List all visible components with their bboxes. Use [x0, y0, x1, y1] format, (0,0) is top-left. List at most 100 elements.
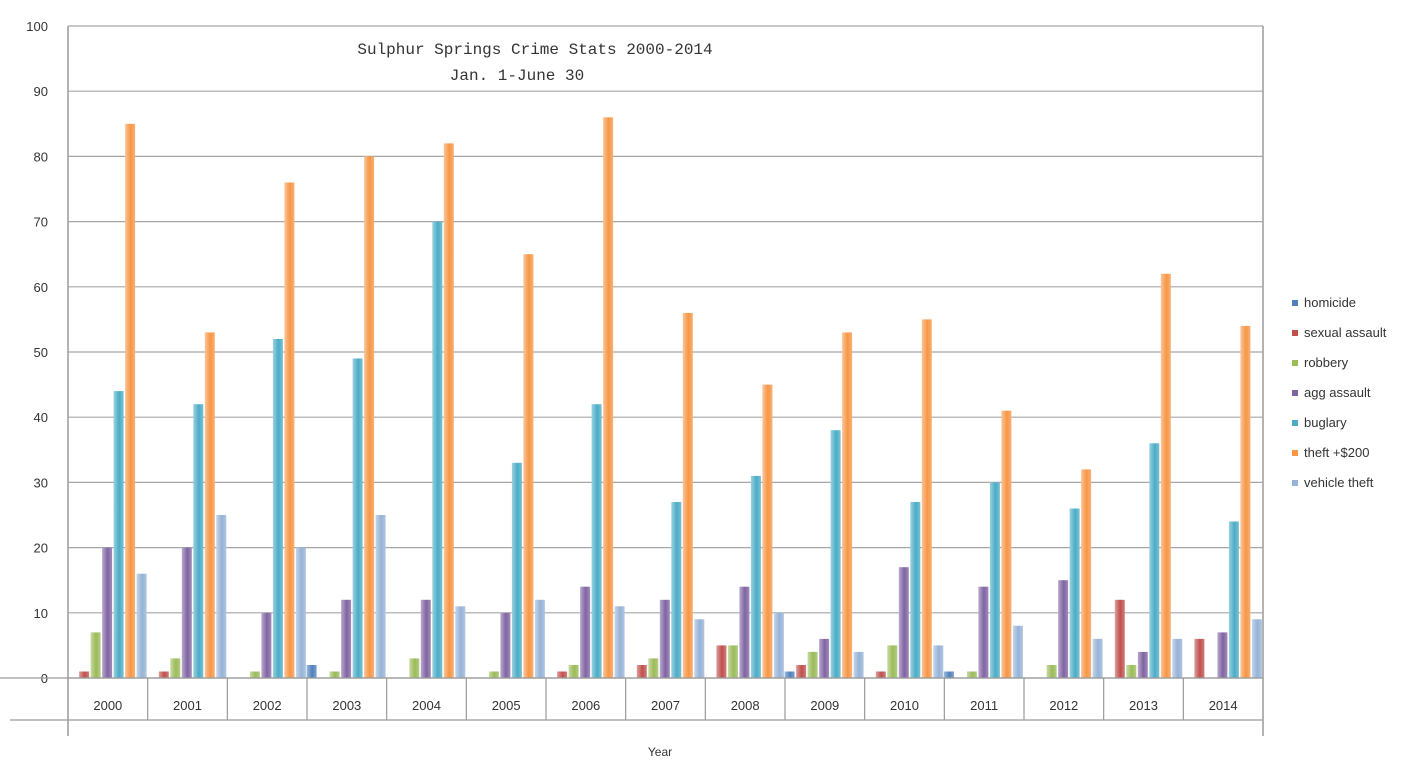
x-axis-title: Year: [648, 745, 672, 759]
bar-buglary-2014: [1228, 521, 1239, 678]
bar-buglary-2007: [671, 502, 682, 678]
y-tick-label: 70: [34, 215, 48, 230]
bar-agg-assault-2006: [580, 586, 591, 678]
y-tick-label: 40: [34, 410, 48, 425]
x-tick-label-2002: 2002: [253, 698, 282, 713]
bar-vehicle-theft-2010: [933, 645, 944, 678]
bar-theft-200-2000: [125, 123, 136, 679]
bar-theft-200-2013: [1160, 273, 1171, 678]
bar-agg-assault-2003: [341, 599, 352, 678]
y-tick-label: 30: [34, 475, 48, 490]
y-tick-label: 100: [26, 19, 48, 34]
bar-robbery-2004: [409, 658, 420, 678]
bar-robbery-2013: [1126, 665, 1137, 678]
bar-buglary-2009: [830, 430, 841, 678]
bar-robbery-2011: [966, 671, 977, 678]
legend-swatch-homicide: [1292, 300, 1298, 306]
x-tick-label-2003: 2003: [332, 698, 361, 713]
bar-buglary-2003: [352, 358, 363, 678]
x-tick-label-2008: 2008: [731, 698, 760, 713]
bar-vehicle-theft-2005: [534, 599, 545, 678]
bar-theft-200-2006: [603, 117, 614, 679]
bar-theft-200-2004: [443, 143, 454, 678]
bar-robbery-2007: [648, 658, 659, 678]
bar-vehicle-theft-2014: [1251, 619, 1262, 678]
legend-swatch-agg-assault: [1292, 390, 1298, 396]
bar-vehicle-theft-2003: [375, 515, 386, 678]
bar-robbery-2005: [488, 671, 499, 678]
x-tick-label-2009: 2009: [810, 698, 839, 713]
bar-sexual-assault-2000: [79, 671, 90, 678]
bar-agg-assault-2010: [898, 567, 909, 678]
bar-theft-200-2001: [204, 332, 215, 678]
bar-buglary-2011: [989, 482, 1000, 678]
bar-robbery-2003: [329, 671, 340, 678]
bar-vehicle-theft-2007: [694, 619, 705, 678]
bar-sexual-assault-2006: [557, 671, 568, 678]
bar-sexual-assault-2008: [716, 645, 727, 678]
bar-vehicle-theft-2009: [853, 651, 864, 678]
x-tick-label-2013: 2013: [1129, 698, 1158, 713]
legend-swatch-buglary: [1292, 420, 1298, 426]
bar-agg-assault-2000: [102, 547, 113, 678]
bar-buglary-2013: [1149, 443, 1160, 678]
bar-theft-200-2007: [682, 312, 693, 678]
bar-vehicle-theft-2008: [773, 612, 784, 678]
x-tick-label-2007: 2007: [651, 698, 680, 713]
bar-buglary-2012: [1069, 508, 1080, 678]
bar-homicide-2009: [784, 671, 795, 678]
category-axis: 2000 2001 2002 2003 2004 2005 2006 2007 2008 2009…: [0, 677, 1263, 721]
bar-robbery-2006: [568, 665, 579, 678]
bar-vehicle-theft-2000: [136, 573, 147, 678]
legend-label-sexual-assault: sexual assault: [1304, 325, 1387, 340]
bar-sexual-assault-2010: [875, 671, 886, 678]
x-tick-label-2010: 2010: [890, 698, 919, 713]
bar-agg-assault-2005: [500, 612, 511, 678]
bar-theft-200-2012: [1081, 469, 1092, 678]
bar-robbery-2000: [90, 632, 101, 678]
bar-vehicle-theft-2006: [614, 606, 625, 678]
bar-robbery-2001: [170, 658, 181, 678]
legend-label-agg-assault: agg assault: [1304, 385, 1371, 400]
bar-agg-assault-2004: [420, 599, 431, 678]
bar-sexual-assault-2007: [636, 665, 647, 678]
x-tick-label-2001: 2001: [173, 698, 202, 713]
chart-title: Sulphur Springs Crime Stats 2000-2014: [357, 41, 712, 59]
bar-theft-200-2005: [523, 254, 534, 678]
y-tick-label: 60: [34, 280, 48, 295]
legend-label-vehicle-theft: vehicle theft: [1304, 475, 1374, 490]
bar-homicide-2011: [943, 671, 954, 678]
bar-robbery-2010: [887, 645, 898, 678]
y-tick-label: 80: [34, 149, 48, 164]
legend-label-homicide: homicide: [1304, 295, 1356, 310]
bar-vehicle-theft-2004: [455, 606, 466, 678]
bar-vehicle-theft-2002: [295, 547, 306, 678]
x-tick-label-2014: 2014: [1209, 698, 1238, 713]
bar-buglary-2002: [272, 339, 283, 678]
bars: [79, 117, 1262, 679]
x-tick-label-2011: 2011: [970, 698, 998, 713]
bar-buglary-2006: [591, 404, 602, 678]
y-tick-label: 10: [34, 606, 48, 621]
bar-sexual-assault-2001: [158, 671, 169, 678]
bar-buglary-2005: [511, 462, 522, 678]
legend-label-buglary: buglary: [1304, 415, 1347, 430]
bar-agg-assault-2002: [261, 612, 272, 678]
bar-homicide-2003: [306, 665, 317, 678]
bar-vehicle-theft-2012: [1092, 638, 1103, 678]
legend-label-theft-200: theft +$200: [1304, 445, 1369, 460]
bar-agg-assault-2012: [1058, 580, 1069, 678]
bar-vehicle-theft-2011: [1012, 625, 1023, 678]
bar-agg-assault-2014: [1217, 632, 1228, 678]
y-tick-label: 50: [34, 345, 48, 360]
bar-robbery-2002: [249, 671, 260, 678]
bar-agg-assault-2001: [181, 547, 192, 678]
bar-agg-assault-2013: [1137, 651, 1148, 678]
legend-swatch-sexual-assault: [1292, 330, 1298, 336]
bar-sexual-assault-2009: [796, 665, 807, 678]
x-tick-label-2012: 2012: [1049, 698, 1078, 713]
bar-buglary-2010: [910, 502, 921, 678]
legend-swatch-robbery: [1292, 360, 1298, 366]
bar-buglary-2004: [432, 221, 443, 678]
